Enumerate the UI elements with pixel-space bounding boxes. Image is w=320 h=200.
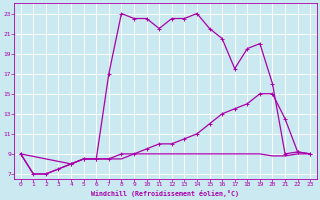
X-axis label: Windchill (Refroidissement éolien,°C): Windchill (Refroidissement éolien,°C): [92, 190, 239, 197]
